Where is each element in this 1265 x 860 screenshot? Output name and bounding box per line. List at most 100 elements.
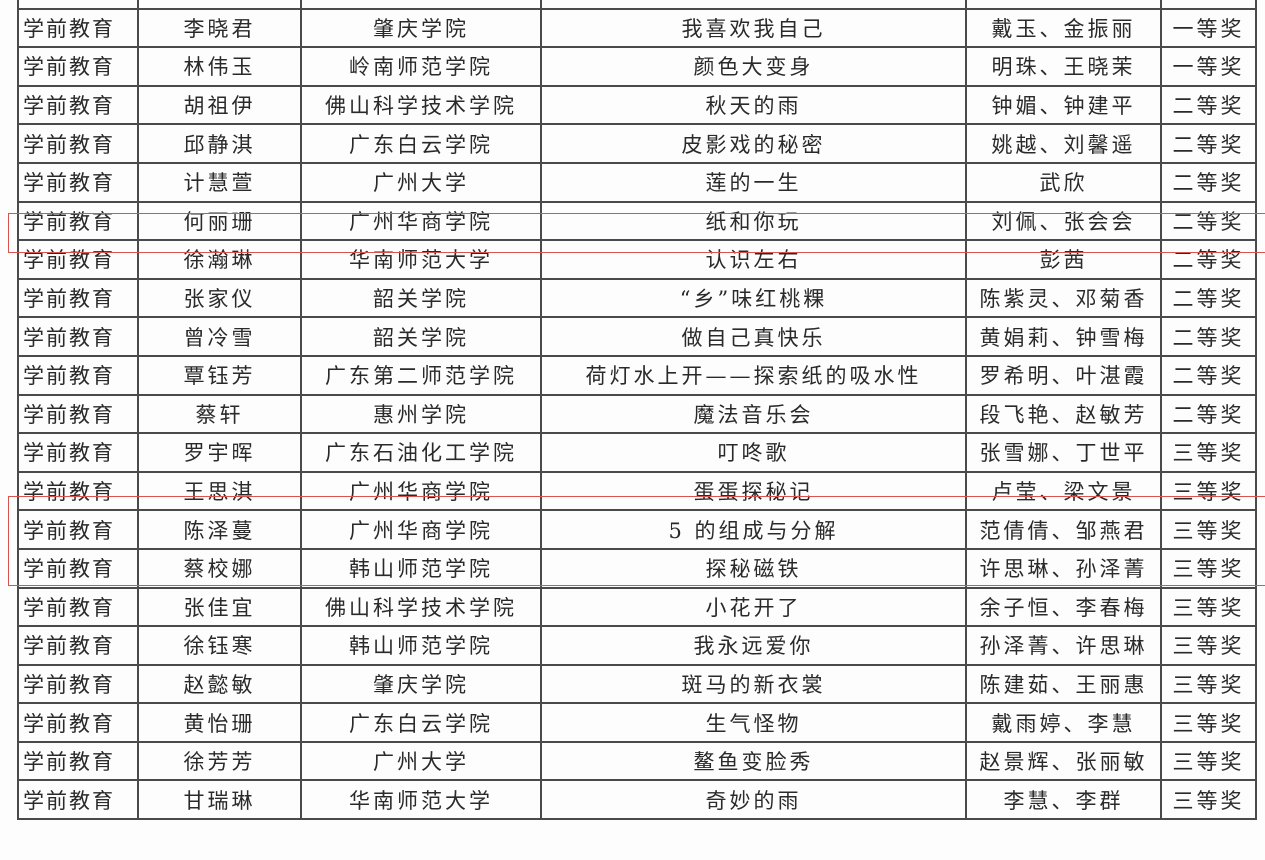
cell-advisors: 范倩倩、邹燕君 <box>965 509 1162 550</box>
table-row: 学前教育 蔡校娜 韩山师范学院 探秘磁铁 许思琳、孙泽菁 三等奖 <box>17 547 1257 589</box>
cell-student: 邱静淇 <box>137 123 302 164</box>
cell-title: 皮影戏的秘密 <box>540 123 967 164</box>
cell-school: 广州大学 <box>300 740 542 782</box>
cell-title: 秋天的雨 <box>540 84 967 126</box>
cell-school: 韩山师范学院 <box>300 625 542 666</box>
cell-student: 覃钰芳 <box>137 354 302 396</box>
cell-title: 奇妙的雨 <box>540 779 967 821</box>
table-row: 学前教育 李晓君 肇庆学院 我喜欢我自己 戴玉、金振丽 一等奖 <box>17 7 1257 49</box>
table-row: 学前教育 徐瀚琳 华南师范大学 认识左右 彭茜 二等奖 <box>17 239 1257 280</box>
cell-school: 广州大学 <box>300 161 542 203</box>
awards-table: 学前教育 李晓君 肇庆学院 我喜欢我自己 戴玉、金振丽 一等奖 学前教育 林伟玉 岭南师范学院颜… <box>17 0 1257 821</box>
cell-award: 二等奖 <box>1160 393 1257 435</box>
cell-award: 二等奖 <box>1160 239 1257 280</box>
cell-advisors: 孙泽菁、许思琳 <box>965 625 1162 666</box>
cell-award: 二等奖 <box>1160 84 1257 126</box>
cell-title: “乡”味红桃粿 <box>540 277 967 319</box>
cell-major: 学前教育 <box>17 46 139 87</box>
cell-major: 学前教育 <box>17 779 139 821</box>
cell <box>1160 0 1257 10</box>
cell-major: 学前教育 <box>17 161 139 203</box>
cell-student: 黄怡珊 <box>137 702 302 743</box>
cell-student: 张家仪 <box>137 277 302 319</box>
cell-advisors: 张雪娜、丁世平 <box>965 432 1162 473</box>
cell-student: 胡祖伊 <box>137 84 302 126</box>
cell-student: 张佳宜 <box>137 586 302 628</box>
cell-award: 三等奖 <box>1160 432 1257 473</box>
cell-student: 王思淇 <box>137 470 302 512</box>
cell-advisors: 刘佩、张会会 <box>965 200 1162 242</box>
cell-title: 颜色大变身 <box>540 46 967 87</box>
cell-advisors: 戴玉、金振丽 <box>965 7 1162 49</box>
cell-major: 学前教育 <box>17 625 139 666</box>
cell-school: 佛山科学技术学院 <box>300 586 542 628</box>
cell-title: 生气怪物 <box>540 702 967 743</box>
cell-student: 蔡校娜 <box>137 547 302 589</box>
table-row: 学前教育 张家仪 韶关学院 “乡”味红桃粿 陈紫灵、邓菊香 二等奖 <box>17 277 1257 319</box>
cell-student: 李晓君 <box>137 7 302 49</box>
cell-major: 学前教育 <box>17 470 139 512</box>
table-row: 学前教育 邱静淇 广东白云学院 皮影戏的秘密 姚越、刘馨遥 二等奖 <box>17 123 1257 164</box>
cell-major: 学前教育 <box>17 586 139 628</box>
cell-award: 一等奖 <box>1160 46 1257 87</box>
cell-school: 广州华商学院 <box>300 509 542 550</box>
cell-student: 曾冷雪 <box>137 316 302 357</box>
cell-school: 肇庆学院 <box>300 663 542 705</box>
cell-title: 荷灯水上开——探索纸的吸水性 <box>540 354 967 396</box>
cell-major: 学前教育 <box>17 123 139 164</box>
cell-major: 学前教育 <box>17 432 139 473</box>
cell-award: 三等奖 <box>1160 586 1257 628</box>
table-row: 学前教育 计慧萱 广州大学 莲的一生 武欣 二等奖 <box>17 161 1257 203</box>
cell-student: 蔡轩 <box>137 393 302 435</box>
cell-school: 广东白云学院 <box>300 702 542 743</box>
cell-title: 叮咚歌 <box>540 432 967 473</box>
table-row: 学前教育 罗宇晖 广东石油化工学院 叮咚歌 张雪娜、丁世平 三等奖 <box>17 432 1257 473</box>
cell-major: 学前教育 <box>17 663 139 705</box>
cell-school: 华南师范大学 <box>300 779 542 821</box>
table-row: 学前教育 陈泽蔓 广州华商学院 5 的组成与分解 范倩倩、邹燕君 三等奖 <box>17 509 1257 550</box>
cell-major: 学前教育 <box>17 702 139 743</box>
cell-school: 韶关学院 <box>300 277 542 319</box>
cell-title: 纸和你玩 <box>540 200 967 242</box>
cell-school: 惠州学院 <box>300 393 542 435</box>
cell-student: 徐钰寒 <box>137 625 302 666</box>
cell-advisors: 彭茜 <box>965 239 1162 280</box>
cell-award: 三等奖 <box>1160 625 1257 666</box>
cell-student: 徐瀚琳 <box>137 239 302 280</box>
cell-school: 韩山师范学院 <box>300 547 542 589</box>
cell-award: 二等奖 <box>1160 277 1257 319</box>
table-row: 学前教育 黄怡珊 广东白云学院 生气怪物 戴雨婷、李慧 三等奖 <box>17 702 1257 743</box>
cell-school: 广东白云学院 <box>300 123 542 164</box>
cell-award: 三等奖 <box>1160 663 1257 705</box>
cell-school: 广州华商学院 <box>300 200 542 242</box>
cell-title: 我永远爱你 <box>540 625 967 666</box>
table-row-cut-off <box>17 0 1257 10</box>
cell-title: 做自己真快乐 <box>540 316 967 357</box>
table-row: 学前教育 王思淇 广州华商学院 蛋蛋探秘记 卢莹、梁文景 三等奖 <box>17 470 1257 512</box>
cell-title: 探秘磁铁 <box>540 547 967 589</box>
cell-award: 二等奖 <box>1160 200 1257 242</box>
cell-student: 计慧萱 <box>137 161 302 203</box>
table-row: 学前教育 赵懿敏 肇庆学院 斑马的新衣裳 陈建茹、王丽惠 三等奖 <box>17 663 1257 705</box>
cell-award: 二等奖 <box>1160 161 1257 203</box>
cell-student: 甘瑞琳 <box>137 779 302 821</box>
cell <box>965 0 1162 10</box>
cell-advisors: 段飞艳、赵敏芳 <box>965 393 1162 435</box>
cell-school: 佛山科学技术学院 <box>300 84 542 126</box>
cell-award: 三等奖 <box>1160 509 1257 550</box>
cell-major: 学前教育 <box>17 239 139 280</box>
table-row: 学前教育 覃钰芳 广东第二师范学院 荷灯水上开——探索纸的吸水性 罗希明、叶湛霞 二等奖 <box>17 354 1257 396</box>
cell-major: 学前教育 <box>17 84 139 126</box>
cell-advisors: 李慧、李群 <box>965 779 1162 821</box>
cell <box>300 0 542 10</box>
cell-school: 韶关学院 <box>300 316 542 357</box>
cell-advisors: 戴雨婷、李慧 <box>965 702 1162 743</box>
cell-title: 鳌鱼变脸秀 <box>540 740 967 782</box>
cell-major: 学前教育 <box>17 509 139 550</box>
cell-award: 三等奖 <box>1160 702 1257 743</box>
table-row: 学前教育 徐钰寒 韩山师范学院 我永远爱你 孙泽菁、许思琳 三等奖 <box>17 625 1257 666</box>
cell-advisors: 余子恒、李春梅 <box>965 586 1162 628</box>
cell-title: 蛋蛋探秘记 <box>540 470 967 512</box>
cell-school: 肇庆学院 <box>300 7 542 49</box>
cell-school: 华南师范大学 <box>300 239 542 280</box>
